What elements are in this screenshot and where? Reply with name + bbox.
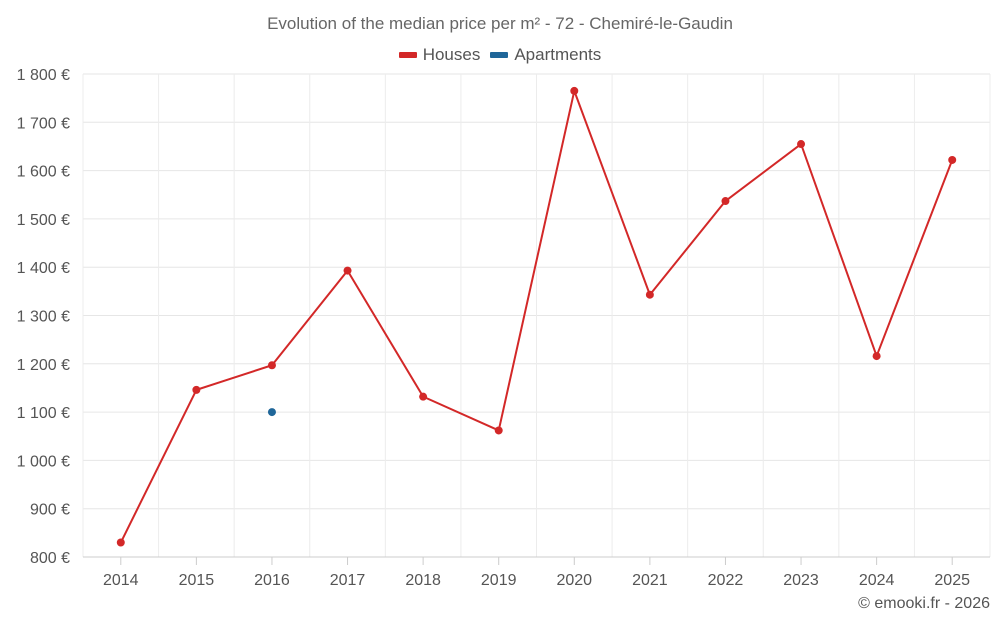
- data-point-houses: [721, 197, 730, 206]
- data-point-houses: [494, 426, 503, 435]
- data-point-houses: [192, 385, 201, 394]
- y-tick-label: 1 000 €: [17, 453, 70, 470]
- y-tick-label: 1 100 €: [17, 405, 70, 422]
- y-tick-label: 1 700 €: [17, 115, 70, 132]
- x-tick-label: 2017: [330, 572, 366, 589]
- chart-title: Evolution of the median price per m² - 7…: [267, 14, 733, 33]
- x-tick-label: 2016: [254, 572, 290, 589]
- legend-swatch-houses: [398, 52, 417, 58]
- y-tick-label: 1 800 €: [17, 67, 70, 84]
- y-tick-label: 1 400 €: [17, 260, 70, 277]
- legend-label-houses: Houses: [422, 45, 481, 64]
- legend-swatch-apartments: [490, 52, 509, 58]
- x-tick-label: 2022: [708, 572, 744, 589]
- data-point-houses: [419, 392, 428, 401]
- series-line-houses: [119, 89, 954, 543]
- legend-label-apartments: Apartments: [514, 45, 602, 64]
- y-tick-label: 800 €: [30, 550, 70, 567]
- data-point-houses: [797, 140, 806, 149]
- x-tick-label: 2025: [934, 572, 970, 589]
- x-tick-label: 2020: [556, 572, 592, 589]
- legend-item-apartments[interactable]: Apartments: [490, 45, 601, 65]
- x-tick-label: 2014: [103, 572, 139, 589]
- data-point-houses: [872, 352, 881, 361]
- x-tick-label: 2023: [783, 572, 819, 589]
- data-point-houses: [645, 290, 654, 299]
- y-tick-label: 900 €: [30, 502, 70, 519]
- data-point-apartments: [267, 408, 276, 417]
- x-tick-label: 2015: [179, 572, 215, 589]
- x-tick-label: 2019: [481, 572, 517, 589]
- y-tick-label: 1 500 €: [17, 212, 70, 229]
- legend: Houses Apartments: [0, 45, 1000, 65]
- x-tick-label: 2024: [859, 572, 895, 589]
- x-tick-label: 2021: [632, 572, 668, 589]
- legend-item-houses[interactable]: Houses: [398, 45, 481, 65]
- data-point-houses: [343, 266, 352, 275]
- data-point-houses: [948, 155, 957, 164]
- y-tick-label: 1 200 €: [17, 357, 70, 374]
- y-tick-label: 1 300 €: [17, 309, 70, 326]
- data-point-houses: [570, 86, 579, 95]
- data-point-houses: [116, 538, 125, 547]
- data-point-houses: [267, 361, 276, 370]
- credit: © emooki.fr - 2026: [858, 595, 990, 612]
- y-tick-label: 1 600 €: [17, 164, 70, 181]
- x-tick-label: 2018: [405, 572, 441, 589]
